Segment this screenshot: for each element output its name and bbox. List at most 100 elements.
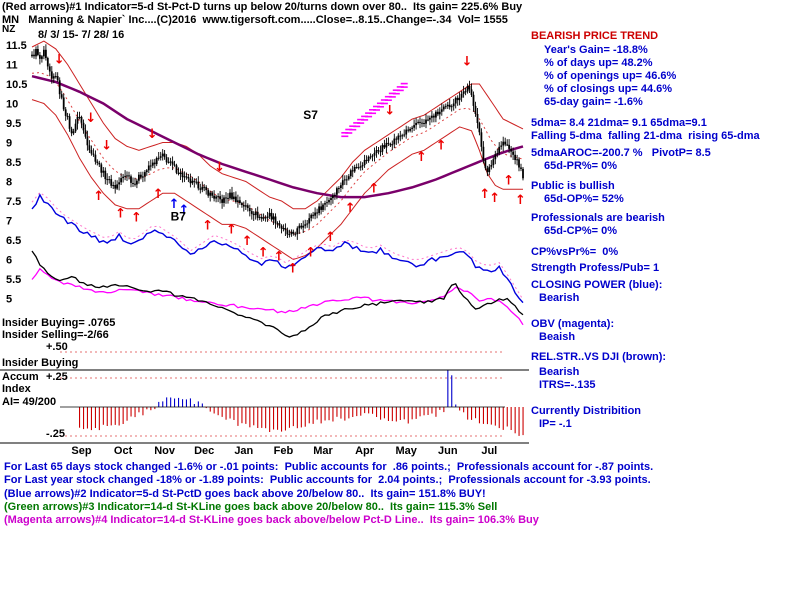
relstr-state: Bearish	[539, 366, 580, 378]
svg-text:↓: ↓	[384, 103, 395, 118]
svg-text:Apr: Apr	[355, 445, 375, 457]
svg-text:5.5: 5.5	[6, 274, 21, 286]
signal-summary-line: (Red arrows)#1 Indicator=5-d St-Pct-D tu…	[2, 1, 523, 13]
svg-text:S7: S7	[303, 108, 318, 122]
svg-text:↑: ↑	[115, 207, 126, 222]
footer-year-summary: For Last year stock changed -18% or -1.8…	[4, 474, 651, 486]
strength-stat: Strength Profess/Pub= 1	[531, 262, 660, 274]
svg-text:Jun: Jun	[438, 445, 458, 457]
title-line: MN Manning & Napier` Inc....(C)2016 www.…	[2, 14, 508, 26]
svg-text:7.5: 7.5	[6, 196, 21, 208]
scale-minus25-label: -.25	[46, 428, 65, 440]
svg-text:↑: ↑	[274, 250, 285, 265]
svg-text:5: 5	[6, 294, 12, 306]
svg-text:↑: ↑	[131, 211, 142, 226]
svg-text:↑: ↑	[153, 187, 164, 202]
itrs-stat: ITRS=-.135	[539, 379, 596, 391]
svg-text:B7: B7	[171, 210, 187, 224]
footer-magenta-arrows-signal: (Magenta arrows)#4 Indicator=14-d St-KLi…	[4, 514, 539, 526]
footer-green-arrows-signal: (Green arrows)#3 Indicator=14-d St-KLine…	[4, 501, 498, 513]
svg-text:↑: ↑	[242, 234, 253, 249]
footer-blue-arrows-signal: (Blue arrows)#2 Indicator=5-d St-PctD go…	[4, 488, 486, 500]
svg-text:↑: ↑	[503, 174, 514, 189]
svg-text:↑: ↑	[325, 230, 336, 245]
accum-label: Accum	[2, 371, 39, 383]
public-state: Public is bullish	[531, 180, 615, 192]
svg-text:↓: ↓	[85, 111, 96, 126]
svg-text:↑: ↑	[416, 150, 427, 165]
svg-text:↓: ↓	[462, 55, 473, 70]
closing-power-state: Bearish	[539, 292, 580, 304]
date-range-label: 8/ 3/ 15- 7/ 28/ 16	[38, 29, 125, 41]
ai-value: AI= 49/200	[2, 396, 57, 408]
svg-text:↑: ↑	[436, 139, 447, 154]
svg-text:6: 6	[6, 255, 12, 267]
svg-text:Jan: Jan	[234, 445, 253, 457]
svg-text:↑: ↑	[479, 187, 490, 202]
aroc-pivot-stat: 5dmaAROC=-200.7 % PivotP= 8.5	[531, 147, 711, 159]
svg-text:7: 7	[6, 216, 12, 228]
ip-stat: IP= -.1	[539, 418, 572, 430]
gain-65day-stat: 65-day gain= -1.6%	[544, 96, 643, 108]
svg-text:↑: ↑	[169, 197, 180, 212]
openings-up-stat: % of openings up= 46.6%	[544, 70, 677, 82]
svg-text:↓: ↓	[101, 139, 112, 154]
svg-text:↑: ↑	[179, 203, 190, 218]
professionals-state: Professionals are bearish	[531, 212, 665, 224]
accum-histogram	[79, 369, 524, 436]
pr65-stat: 65d-PR%= 0%	[544, 160, 618, 172]
svg-text:↑: ↑	[345, 201, 356, 216]
insider-buying-title: Insider Buying	[2, 357, 79, 369]
svg-text:Mar: Mar	[313, 445, 333, 457]
svg-text:10.5: 10.5	[6, 79, 27, 91]
svg-text:↑: ↑	[369, 181, 380, 196]
svg-text:8: 8	[6, 177, 12, 189]
days-up-stat: % of days up= 48.2%	[544, 57, 653, 69]
index-label: Index	[2, 383, 31, 395]
svg-text:↓: ↓	[147, 127, 158, 142]
scale-plus25-label: +.25	[46, 371, 68, 383]
footer-65day-summary: For Last 65 days stock changed -1.6% or …	[4, 461, 654, 473]
svg-text:↓: ↓	[54, 53, 65, 68]
ticker-sub-label: NZ	[2, 24, 16, 35]
svg-text:↑: ↑	[305, 246, 316, 261]
svg-text:Nov: Nov	[154, 445, 176, 457]
obv-state: Beaish	[539, 331, 576, 343]
relstr-heading: REL.STR..VS DJI (brown):	[531, 351, 667, 363]
svg-text:↑: ↑	[93, 189, 104, 204]
svg-text:↑: ↑	[202, 218, 213, 233]
scale-plus50-label: +.50	[46, 341, 68, 353]
svg-text:9.5: 9.5	[6, 118, 21, 130]
dma-trend-stat: Falling 5-dma falling 21-dma rising 65-d…	[531, 130, 760, 142]
insider-buying-value: Insider Buying= .0765	[2, 317, 116, 329]
closing-power-heading: CLOSING POWER (blue):	[531, 279, 663, 291]
svg-text:9: 9	[6, 138, 12, 150]
candles	[31, 44, 524, 240]
svg-text:8.5: 8.5	[6, 157, 21, 169]
obv-heading: OBV (magenta):	[531, 318, 615, 330]
closings-up-stat: % of closings up= 44.6%	[544, 83, 673, 95]
distribution-heading: Currently Distribition	[531, 405, 642, 417]
cp-vs-pr-stat: CP%vsPr%= 0%	[531, 246, 619, 258]
svg-text:11.5: 11.5	[6, 40, 27, 52]
insider-selling-value: Insider Selling=-2/66	[2, 329, 109, 341]
svg-text:↑: ↑	[287, 261, 298, 276]
svg-text:Dec: Dec	[194, 445, 214, 457]
years-gain-stat: Year's Gain= -18.8%	[544, 44, 648, 56]
svg-text:11: 11	[6, 60, 18, 72]
svg-text:Jul: Jul	[481, 445, 497, 457]
svg-text:6.5: 6.5	[6, 235, 21, 247]
svg-text:10: 10	[6, 99, 18, 111]
svg-text:↑: ↑	[258, 246, 269, 261]
svg-text:↑: ↑	[515, 193, 526, 208]
price-trend-heading: BEARISH PRICE TREND	[531, 30, 659, 42]
svg-text:Oct: Oct	[114, 445, 133, 457]
svg-text:Feb: Feb	[274, 445, 294, 457]
svg-text:↓: ↓	[214, 160, 225, 175]
op65-stat: 65d-OP%= 52%	[544, 193, 624, 205]
svg-text:May: May	[395, 445, 417, 457]
svg-text:↑: ↑	[489, 191, 500, 206]
svg-text:Sep: Sep	[71, 445, 91, 457]
